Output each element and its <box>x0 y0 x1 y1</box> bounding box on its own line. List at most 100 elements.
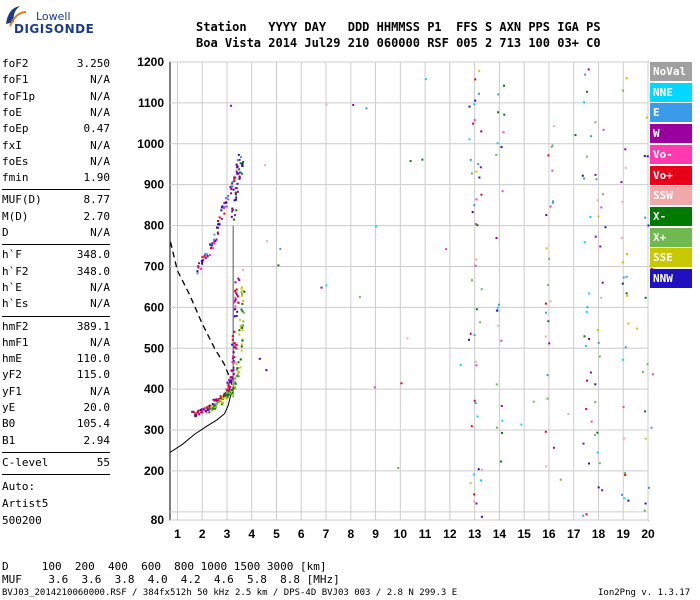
upper-o-trace-point <box>200 267 203 270</box>
param-row: hmE 110.0 <box>2 352 110 366</box>
param-name: D <box>2 226 9 239</box>
param-row: foF1p N/A <box>2 90 110 104</box>
upper-o-trace-point <box>236 159 239 162</box>
x-trace-point <box>241 324 244 327</box>
o-trace-point <box>191 410 194 413</box>
upper-x-trace-point <box>238 175 241 178</box>
o-trace-point <box>231 338 234 341</box>
param-row: h`F 348.0 <box>2 248 110 262</box>
noise-point <box>480 468 483 471</box>
o-trace-point <box>232 355 234 358</box>
param-name: MUF(D) <box>2 193 42 207</box>
noise-point <box>469 332 472 335</box>
noise-point <box>474 360 477 363</box>
x-trace-point <box>242 299 245 302</box>
noise-point <box>495 237 498 239</box>
o-trace-point <box>202 407 205 410</box>
noise-point <box>471 211 474 214</box>
noise-point <box>622 89 625 92</box>
x-tick-label: 11 <box>419 527 432 541</box>
param-row: h`E N/A <box>2 281 110 295</box>
noise-point <box>480 130 483 133</box>
o-trace-point <box>208 404 211 407</box>
noise-point <box>641 370 644 373</box>
x-tick-label: 5 <box>273 527 280 541</box>
noise-point <box>622 406 625 408</box>
noise-point <box>623 472 626 474</box>
plot-frame <box>169 61 649 521</box>
noise-point <box>588 338 590 340</box>
o-trace-point <box>226 381 229 384</box>
upper-x-trace-point <box>239 171 242 174</box>
upper-x-trace-point <box>241 164 244 167</box>
x-trace-point <box>227 390 230 393</box>
upper-o-trace-point <box>212 238 215 241</box>
upper-x-trace-point <box>238 176 241 179</box>
o-trace-point <box>234 291 237 294</box>
noise-point <box>459 363 462 366</box>
noise-point <box>599 245 602 248</box>
x-trace-point <box>242 320 245 323</box>
x-trace-point <box>211 409 213 412</box>
upper-x-trace-point <box>240 172 243 175</box>
noise-point <box>621 201 624 203</box>
noise-point <box>644 296 647 299</box>
x-trace-point <box>243 290 246 293</box>
upper-x-trace-point <box>235 187 238 190</box>
noise-point <box>468 338 470 341</box>
noise-point <box>520 423 523 426</box>
noise-point <box>475 364 478 367</box>
x-trace-point <box>214 407 217 410</box>
y-tick-label: 900 <box>144 178 164 192</box>
noise-point <box>552 446 555 449</box>
noise-point <box>647 224 650 227</box>
o-trace-point <box>227 384 230 387</box>
x-trace-point <box>234 376 237 379</box>
x-trace-point <box>240 349 243 352</box>
upper-o-trace-point <box>215 238 218 241</box>
y-tick-label: 800 <box>144 219 164 233</box>
noise-point <box>586 155 588 158</box>
noise-point <box>625 77 628 80</box>
noise-point <box>574 134 577 137</box>
dashed-curve <box>169 241 234 390</box>
noise-point <box>586 379 589 382</box>
noise-point <box>598 462 601 465</box>
x-trace-point <box>241 339 244 342</box>
footer-distance-row: D 100 200 400 600 800 1000 1500 3000 [km… <box>2 560 327 573</box>
o-trace-point <box>206 405 209 408</box>
x-trace-point <box>238 333 241 336</box>
o-trace-point <box>237 301 240 304</box>
param-name: C-level <box>2 455 49 469</box>
noise-point <box>597 215 600 218</box>
param-value: N/A <box>90 335 110 349</box>
noise-point <box>551 144 554 147</box>
upper-x-trace-point <box>235 196 238 199</box>
upper-o-trace-point <box>197 265 200 268</box>
x-trace-point <box>221 397 224 400</box>
noise-point <box>258 357 261 360</box>
param-name: hmF2 <box>2 319 29 333</box>
x-trace-point <box>223 394 226 397</box>
param-value: N/A <box>90 226 110 239</box>
noise-point <box>584 345 587 347</box>
o-trace-point <box>229 381 232 383</box>
noise-point <box>547 320 550 323</box>
noise-point <box>644 216 647 219</box>
upper-x-trace-point <box>235 193 237 196</box>
o-trace-point <box>204 406 207 409</box>
noise-point <box>501 431 503 434</box>
o-trace-point <box>211 403 214 405</box>
param-separator <box>2 315 110 317</box>
noise-point <box>473 493 476 496</box>
upper-x-trace-point <box>233 199 236 202</box>
noise-point <box>497 93 500 96</box>
x-trace-point <box>227 393 230 396</box>
upper-o-trace-point <box>221 205 224 208</box>
noise-point <box>597 486 600 489</box>
x-trace-point <box>237 375 240 378</box>
o-trace-point <box>235 347 238 350</box>
upper-o-trace-point <box>220 209 223 212</box>
noise-point <box>589 216 592 218</box>
noise-point <box>424 78 427 81</box>
